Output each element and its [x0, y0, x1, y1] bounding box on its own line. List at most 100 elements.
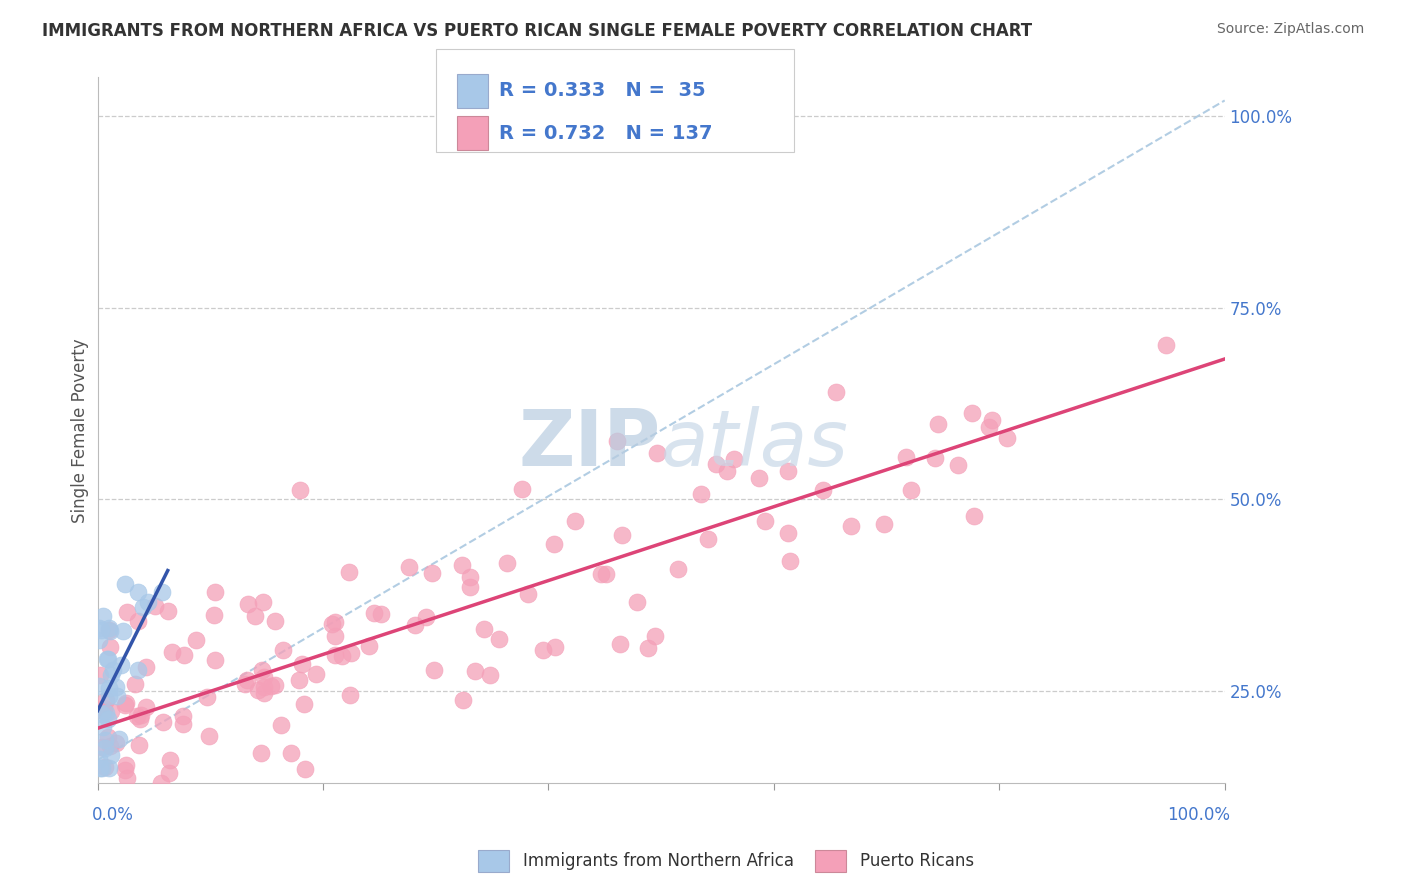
Point — [150, 776, 173, 790]
Point — [811, 483, 834, 498]
Point — [451, 692, 474, 706]
Point — [100, 668, 122, 682]
Point — [172, 717, 194, 731]
Point — [363, 606, 385, 620]
Point — [606, 434, 628, 448]
Point — [645, 446, 668, 460]
Point — [404, 618, 426, 632]
Point — [900, 483, 922, 497]
Point — [110, 657, 132, 672]
Point — [253, 686, 276, 700]
Point — [135, 660, 157, 674]
Point — [696, 532, 718, 546]
Point — [238, 598, 260, 612]
Text: Puerto Ricans: Puerto Ricans — [860, 852, 974, 870]
Point — [288, 673, 311, 688]
Point — [977, 419, 1000, 434]
Point — [91, 609, 114, 624]
Point — [370, 607, 392, 621]
Point — [924, 450, 946, 465]
Point — [105, 680, 128, 694]
Text: 0.0%: 0.0% — [91, 806, 134, 824]
Point — [323, 648, 346, 662]
Point — [97, 730, 120, 744]
Point — [152, 715, 174, 730]
Point — [195, 690, 218, 704]
Point — [198, 729, 221, 743]
Point — [948, 458, 970, 472]
Point — [97, 681, 120, 695]
Point — [488, 632, 510, 647]
Point — [114, 698, 136, 712]
Text: atlas: atlas — [661, 407, 849, 483]
Point — [706, 457, 728, 471]
Point — [330, 648, 353, 663]
Point — [460, 570, 482, 584]
Point — [305, 667, 328, 681]
Text: Source: ZipAtlas.com: Source: ZipAtlas.com — [1216, 22, 1364, 37]
Point — [105, 690, 128, 704]
Point — [93, 701, 115, 715]
Point — [243, 609, 266, 624]
Point — [420, 566, 443, 580]
Point — [451, 558, 474, 572]
Point — [204, 653, 226, 667]
Point — [159, 754, 181, 768]
Point — [128, 739, 150, 753]
Point — [610, 528, 633, 542]
Point — [129, 708, 152, 723]
Point — [423, 663, 446, 677]
Point — [128, 712, 150, 726]
Text: R = 0.333   N =  35: R = 0.333 N = 35 — [499, 81, 706, 101]
Point — [253, 680, 276, 694]
Point — [496, 556, 519, 570]
Point — [94, 760, 117, 774]
Point — [125, 709, 148, 723]
Point — [87, 679, 110, 693]
Point — [136, 595, 159, 609]
Point — [963, 509, 986, 524]
Text: 100.0%: 100.0% — [1167, 806, 1230, 824]
Point — [263, 678, 285, 692]
Point — [271, 642, 294, 657]
Point — [716, 464, 738, 478]
Point — [995, 431, 1018, 445]
Point — [101, 663, 124, 677]
Point — [464, 664, 486, 678]
Point — [398, 560, 420, 574]
Point — [127, 584, 149, 599]
Point — [778, 463, 800, 477]
Point — [150, 585, 173, 599]
Point — [124, 799, 146, 814]
Point — [637, 640, 659, 655]
Point — [337, 566, 360, 580]
Point — [94, 706, 117, 721]
Point — [166, 799, 188, 814]
Point — [292, 697, 315, 711]
Point — [252, 595, 274, 609]
Point — [132, 600, 155, 615]
Point — [626, 595, 648, 609]
Point — [250, 663, 273, 677]
Point — [825, 385, 848, 400]
Point — [127, 614, 149, 628]
Point — [96, 693, 118, 707]
Point — [270, 718, 292, 732]
Text: ZIP: ZIP — [519, 407, 661, 483]
Point — [839, 518, 862, 533]
Point — [517, 587, 540, 601]
Point — [98, 621, 121, 635]
Point — [135, 700, 157, 714]
Point — [108, 732, 131, 747]
Y-axis label: Single Female Poverty: Single Female Poverty — [72, 338, 89, 523]
Point — [87, 632, 110, 647]
Point — [98, 640, 121, 654]
Point — [101, 793, 124, 807]
Point — [291, 657, 314, 672]
Point — [96, 652, 118, 666]
Point — [543, 537, 565, 551]
Point — [149, 799, 172, 814]
Point — [544, 640, 567, 654]
Point — [1154, 337, 1177, 351]
Point — [280, 746, 302, 760]
